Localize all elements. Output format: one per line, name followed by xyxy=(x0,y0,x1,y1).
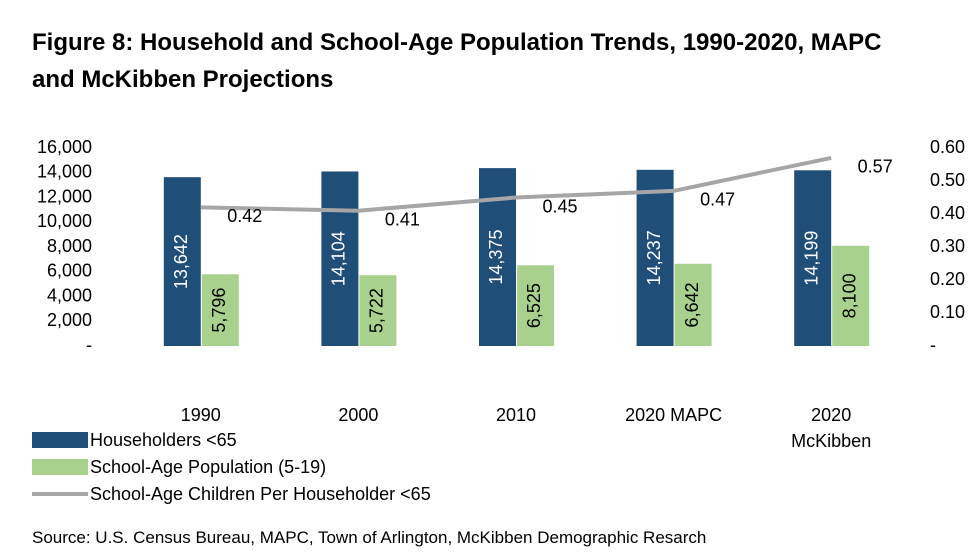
legend-label: School-Age Children Per Householder <65 xyxy=(90,483,431,504)
data-label: 0.41 xyxy=(385,209,420,229)
bar xyxy=(163,177,201,346)
bar xyxy=(201,274,239,346)
legend-item: School-Age Children Per Householder <65 xyxy=(32,481,431,507)
y2-tick-label: 0.30 xyxy=(930,236,965,256)
y2-tick-label: 0.20 xyxy=(930,269,965,289)
x-tick-label: 1990 xyxy=(180,405,221,425)
data-label: 0.42 xyxy=(227,206,262,226)
y-tick-label: - xyxy=(86,335,92,355)
bar xyxy=(674,263,712,346)
legend-label: Householders <65 xyxy=(90,429,237,450)
bar xyxy=(636,169,674,346)
data-label: 13,642 xyxy=(171,234,191,289)
x-tick-label: 2020 McKibben xyxy=(791,405,872,451)
x-tick-label: 2020 MAPC xyxy=(625,405,723,425)
y2-tick-label: - xyxy=(930,335,936,355)
data-label: 0.45 xyxy=(542,196,577,216)
y-tick-label: 10,000 xyxy=(37,211,92,231)
line-series xyxy=(200,155,832,213)
y-tick-label: 16,000 xyxy=(37,137,92,157)
y-tick-label: 14,000 xyxy=(37,162,92,182)
legend-swatch xyxy=(32,459,88,475)
data-label: 14,104 xyxy=(329,231,349,286)
source-note: Source: U.S. Census Bureau, MAPC, Town o… xyxy=(32,528,707,547)
legend-label: School-Age Population (5-19) xyxy=(90,456,327,477)
bar xyxy=(794,170,832,346)
data-label: 0.57 xyxy=(858,157,893,177)
x-tick-label: 2010 xyxy=(495,405,537,425)
data-label: 5,722 xyxy=(367,288,387,333)
bar xyxy=(359,275,397,346)
data-label: 6,525 xyxy=(524,283,544,328)
data-label: 5,796 xyxy=(209,288,229,333)
y-tick-label: 12,000 xyxy=(37,186,92,206)
y2-tick-label: 0.40 xyxy=(930,203,965,223)
y2-tick-label: 0.50 xyxy=(930,170,965,190)
legend-item: School-Age Population (5-19) xyxy=(32,454,326,480)
y-tick-label: 4,000 xyxy=(47,285,92,305)
y-tick-label: 2,000 xyxy=(47,310,92,330)
bar xyxy=(832,245,870,346)
legend-swatch xyxy=(32,432,88,448)
y-tick-label: 6,000 xyxy=(47,261,92,281)
data-label: 0.47 xyxy=(700,190,735,210)
data-label: 14,375 xyxy=(486,230,506,285)
bar xyxy=(517,265,554,346)
data-label: 6,642 xyxy=(682,282,702,327)
data-label: 8,100 xyxy=(839,273,859,318)
y2-tick-label: 0.60 xyxy=(930,137,965,157)
chart-title: Figure 8: Household and School-Age Popul… xyxy=(32,29,882,93)
data-label: 14,199 xyxy=(801,231,821,286)
legend-swatch xyxy=(32,492,88,496)
x-tick-label: 2000 xyxy=(338,405,379,425)
bar xyxy=(321,171,359,346)
legend-item: Householders <65 xyxy=(32,427,237,453)
y2-tick-label: 0.10 xyxy=(930,302,965,322)
data-label: 14,237 xyxy=(644,230,664,285)
y-tick-label: 8,000 xyxy=(47,236,92,256)
